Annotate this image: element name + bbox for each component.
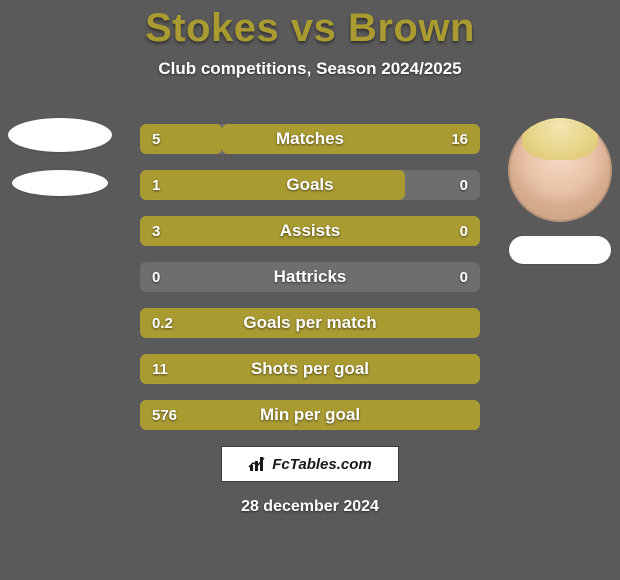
date-label: 28 december 2024 <box>0 498 620 516</box>
stat-label-wrap: Goals <box>140 170 480 200</box>
stat-label-wrap: Hattricks <box>140 262 480 292</box>
page-root: Stokes vs Brown Club competitions, Seaso… <box>0 0 620 580</box>
player-right-avatar <box>508 118 612 222</box>
stat-row: 516Matches <box>140 124 480 154</box>
stat-label-wrap: Goals per match <box>140 308 480 338</box>
brand-chart-icon <box>248 455 266 473</box>
stat-row: 00Hattricks <box>140 262 480 292</box>
stat-label-wrap: Assists <box>140 216 480 246</box>
page-subtitle: Club competitions, Season 2024/2025 <box>0 59 620 79</box>
stat-row: 10Goals <box>140 170 480 200</box>
player-right-column <box>500 118 620 264</box>
stat-bars: 516Matches 10Goals 30Assists 00Hattricks 0.2… <box>140 124 480 446</box>
stat-row: 11Shots per goal <box>140 354 480 384</box>
player-left-avatar-placeholder <box>8 118 112 152</box>
stat-label: Hattricks <box>274 267 347 287</box>
stat-label: Matches <box>276 129 344 149</box>
stat-label: Goals per match <box>243 313 376 333</box>
stat-label-wrap: Min per goal <box>140 400 480 430</box>
stat-label: Assists <box>280 221 340 241</box>
stat-row: 0.2Goals per match <box>140 308 480 338</box>
player-left-column <box>0 118 120 214</box>
stat-label: Shots per goal <box>251 359 369 379</box>
stat-row: 30Assists <box>140 216 480 246</box>
stat-row: 576Min per goal <box>140 400 480 430</box>
brand-text: FcTables.com <box>272 456 371 473</box>
brand-badge[interactable]: FcTables.com <box>221 446 399 482</box>
player-left-flag-placeholder <box>12 170 108 196</box>
player-right-flag <box>509 236 611 264</box>
page-title: Stokes vs Brown <box>0 0 620 51</box>
stat-label: Min per goal <box>260 405 360 425</box>
stat-label-wrap: Shots per goal <box>140 354 480 384</box>
stat-label: Goals <box>286 175 333 195</box>
stat-label-wrap: Matches <box>140 124 480 154</box>
